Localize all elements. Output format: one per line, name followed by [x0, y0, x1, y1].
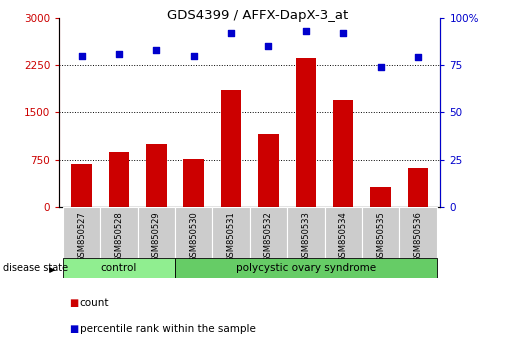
Text: ■: ■ — [70, 298, 79, 308]
Text: GSM850535: GSM850535 — [376, 211, 385, 262]
Point — [376, 64, 385, 70]
Bar — [212, 207, 250, 258]
Bar — [138, 207, 175, 258]
Point — [190, 53, 198, 58]
Bar — [175, 258, 437, 278]
Bar — [370, 187, 391, 207]
Bar — [287, 207, 324, 258]
Bar — [324, 207, 362, 258]
Bar — [109, 152, 129, 207]
Text: disease state: disease state — [3, 263, 67, 273]
Text: count: count — [80, 298, 109, 308]
Point — [78, 53, 86, 58]
Bar — [146, 144, 167, 207]
Bar — [362, 207, 399, 258]
Text: percentile rank within the sample: percentile rank within the sample — [80, 324, 256, 334]
Text: ■: ■ — [70, 324, 79, 334]
Bar — [175, 207, 212, 258]
Bar — [333, 100, 353, 207]
Text: GSM850533: GSM850533 — [301, 211, 311, 262]
Point — [227, 30, 235, 36]
Text: GDS4399 / AFFX-DapX-3_at: GDS4399 / AFFX-DapX-3_at — [167, 9, 348, 22]
Text: GSM850527: GSM850527 — [77, 211, 86, 262]
Point — [115, 51, 123, 57]
Bar — [258, 135, 279, 207]
Point — [152, 47, 161, 53]
Point — [414, 55, 422, 60]
Text: GSM850534: GSM850534 — [339, 211, 348, 262]
Bar — [408, 168, 428, 207]
Bar — [296, 58, 316, 207]
Point — [339, 30, 347, 36]
Bar — [72, 164, 92, 207]
Bar — [221, 90, 242, 207]
Text: GSM850528: GSM850528 — [114, 211, 124, 262]
Bar — [399, 207, 437, 258]
Text: polycystic ovary syndrome: polycystic ovary syndrome — [236, 263, 376, 273]
Bar — [63, 258, 175, 278]
Bar — [63, 207, 100, 258]
Point — [264, 43, 272, 49]
Text: GSM850530: GSM850530 — [189, 211, 198, 262]
Bar — [183, 159, 204, 207]
Text: control: control — [101, 263, 137, 273]
Bar — [250, 207, 287, 258]
Text: GSM850529: GSM850529 — [152, 211, 161, 262]
Text: GSM850532: GSM850532 — [264, 211, 273, 262]
Text: GSM850536: GSM850536 — [414, 211, 422, 262]
Text: GSM850531: GSM850531 — [227, 211, 235, 262]
Bar — [100, 207, 138, 258]
Point — [302, 28, 310, 34]
